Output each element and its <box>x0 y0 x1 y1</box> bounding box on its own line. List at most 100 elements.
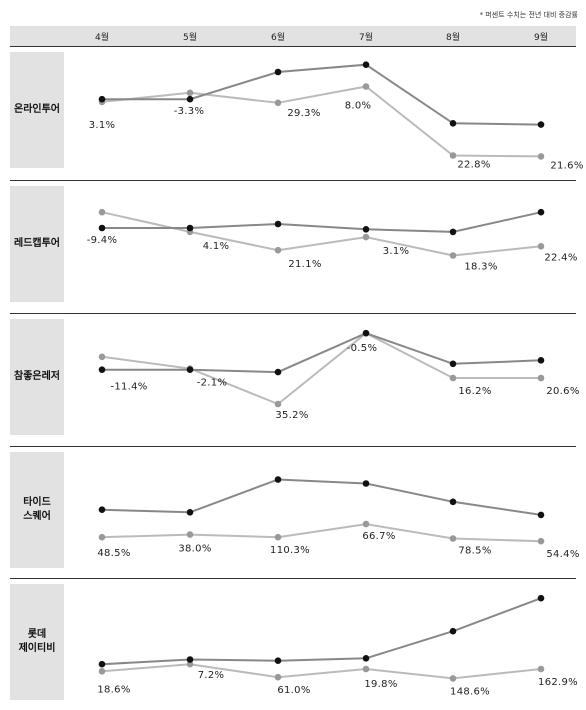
dark-point-jul <box>362 329 370 337</box>
light-point-jul <box>362 83 370 90</box>
light-point-apr <box>98 353 106 361</box>
data-label-jul: 19.8% <box>364 679 397 690</box>
company-panel: 레드캡투어 -9.4% 4.1% 21.1% 3.1% 18.3% 22.4% <box>10 180 577 313</box>
company-label-box: 레드캡투어 <box>10 186 64 302</box>
dark-point-aug <box>449 627 457 635</box>
panel-divider <box>10 313 576 314</box>
light-point-sep <box>537 665 545 673</box>
company-label-box: 타이드 스퀘어 <box>10 452 64 568</box>
dark-point-jul <box>362 61 370 68</box>
company-label-box: 롯데 제이티비 <box>10 584 64 700</box>
light-point-jul <box>362 665 370 673</box>
light-point-apr <box>98 668 106 675</box>
dark-point-sep <box>537 357 545 364</box>
panel-divider <box>10 180 576 181</box>
dark-point-jun <box>274 368 282 376</box>
light-point-jun <box>274 99 282 107</box>
dark-point-may <box>186 366 194 373</box>
data-label-jun: 61.0% <box>277 685 310 696</box>
dark-point-apr <box>98 224 106 232</box>
light-point-jun <box>274 400 282 408</box>
company-panel: 참좋은레저 -11.4% -2.1% 35.2% -0.5% 16.2% 20.6% <box>10 313 579 446</box>
series-line-light <box>101 211 542 257</box>
data-label-may: 7.2% <box>198 670 225 681</box>
panel-divider <box>10 46 576 47</box>
data-label-jun: 35.2% <box>275 410 308 421</box>
data-label-sep: 54.4% <box>546 549 579 560</box>
data-label-sep: 22.4% <box>544 252 577 263</box>
line-chart: -11.4% -2.1% 35.2% -0.5% 16.2% 20.6% <box>98 329 579 421</box>
light-point-sep <box>537 537 545 545</box>
light-point-aug <box>449 675 457 682</box>
line-chart: -9.4% 4.1% 21.1% 3.1% 18.3% 22.4% <box>87 208 577 273</box>
company-name: 타이드 스퀘어 <box>23 497 51 522</box>
data-label-apr: 48.5% <box>97 548 130 559</box>
dark-point-may <box>186 509 194 516</box>
data-label-aug: 16.2% <box>458 386 491 397</box>
series-line-light <box>101 523 542 543</box>
dark-point-jun <box>274 657 282 664</box>
light-point-aug <box>449 374 457 382</box>
data-label-jun: 110.3% <box>270 545 310 556</box>
data-label-apr: 18.6% <box>97 684 130 695</box>
data-label-may: 38.0% <box>178 544 211 555</box>
dark-point-jun <box>274 220 282 228</box>
dark-point-aug <box>449 360 457 368</box>
month-label-aug: 8월 <box>445 33 461 43</box>
dark-point-apr <box>98 660 106 668</box>
data-label-aug: 78.5% <box>458 546 491 557</box>
dark-point-may <box>186 656 194 663</box>
dark-point-jun <box>274 68 282 76</box>
data-label-jun: 21.1% <box>288 259 321 270</box>
data-label-jul: 8.0% <box>345 101 372 112</box>
data-label-apr: 3.1% <box>89 120 116 131</box>
light-point-aug <box>449 152 457 159</box>
company-name: 레드캡투어 <box>14 238 60 249</box>
dark-point-aug <box>449 228 457 236</box>
dark-point-jun <box>274 476 282 483</box>
dark-point-jul <box>362 226 370 233</box>
company-label-box: 참좋은레저 <box>10 319 64 435</box>
light-point-jul <box>362 233 370 241</box>
light-point-apr <box>98 208 106 216</box>
data-label-aug: 18.3% <box>464 262 497 273</box>
series-line-dark <box>101 478 542 516</box>
data-label-aug: 22.8% <box>457 160 490 171</box>
dark-point-sep <box>537 511 545 519</box>
light-point-may <box>186 531 194 538</box>
light-point-jul <box>362 520 370 528</box>
company-panel: 온라인투어 3.1% -3.3% 29.3% 8.0% 22.8% 21.6% <box>10 46 583 180</box>
data-label-may: -2.1% <box>197 378 228 389</box>
panel-divider <box>10 446 576 447</box>
data-label-jul: -0.5% <box>347 343 378 354</box>
light-point-jun <box>274 533 282 541</box>
dark-point-sep <box>537 121 545 128</box>
data-label-sep: 20.6% <box>546 386 579 397</box>
light-point-jun <box>274 246 282 254</box>
data-label-jul: 66.7% <box>362 531 395 542</box>
footnote: * 퍼센트 수치는 전년 대비 증감률 <box>479 11 578 19</box>
line-chart: 18.6% 7.2% 61.0% 19.8% 148.6% 162.9% <box>97 594 578 697</box>
month-label-may: 5월 <box>182 33 198 43</box>
dark-point-apr <box>98 95 106 103</box>
month-label-jun: 6월 <box>270 33 286 43</box>
data-label-jun: 29.3% <box>287 108 320 119</box>
data-label-jul: 3.1% <box>383 246 410 257</box>
light-point-apr <box>98 533 106 541</box>
data-label-sep: 162.9% <box>538 677 578 688</box>
light-point-may <box>186 660 194 668</box>
dark-point-sep <box>537 594 545 602</box>
company-name: 온라인투어 <box>14 104 60 115</box>
month-header: 4월 5월 6월 7월 8월 9월 <box>10 26 576 46</box>
line-chart: 48.5% 38.0% 110.3% 66.7% 78.5% 54.4% <box>97 476 579 560</box>
light-point-may <box>186 89 194 97</box>
dark-point-jul <box>362 480 370 487</box>
panel-divider <box>10 578 576 579</box>
dark-point-apr <box>98 366 106 373</box>
line-chart: 3.1% -3.3% 29.3% 8.0% 22.8% 21.6% <box>89 61 583 171</box>
dark-point-aug <box>449 120 457 127</box>
series-line-light <box>101 332 541 406</box>
data-label-apr: -11.4% <box>110 382 147 393</box>
company-panel: 타이드 스퀘어 48.5% 38.0% 110.3% 66.7% 78.5% 54.4% <box>10 446 579 578</box>
series-line-dark <box>102 63 542 126</box>
